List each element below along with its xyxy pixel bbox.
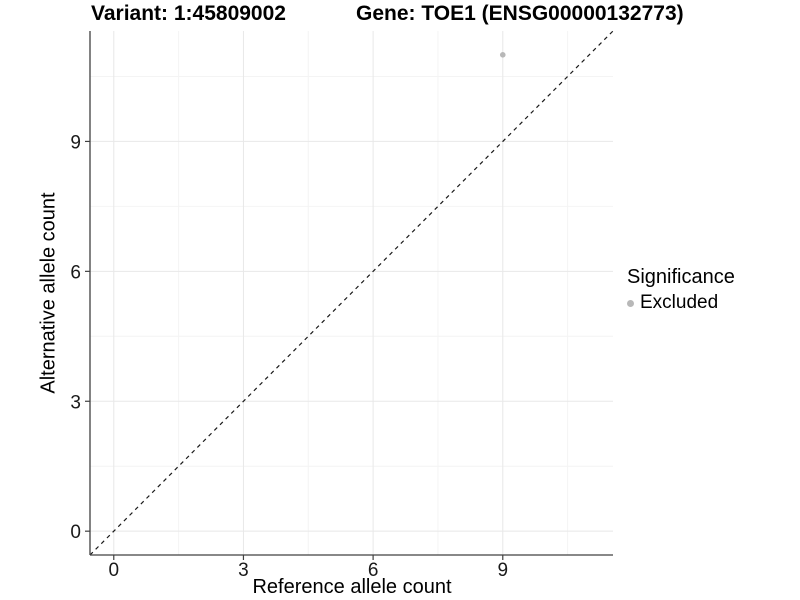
legend-entry: Excluded	[627, 292, 735, 314]
x-tick-label: 3	[238, 560, 249, 581]
legend: Significance Excluded	[627, 266, 735, 314]
identity-reference-line	[89, 30, 614, 556]
plot-title-gene: Gene: TOE1 (ENSG00000132773)	[356, 2, 684, 25]
legend-entry-label: Excluded	[640, 292, 719, 313]
x-axis-title: Reference allele count	[252, 576, 452, 598]
x-tick-label: 6	[368, 560, 379, 581]
y-tick-label: 3	[70, 392, 81, 413]
data-point	[499, 52, 506, 58]
y-tick-label: 6	[70, 262, 81, 283]
y-tick-label: 9	[70, 132, 81, 153]
y-axis-title: Alternative allele count	[37, 192, 60, 394]
y-tick-label: 0	[70, 522, 81, 543]
legend-title: Significance	[627, 266, 735, 288]
x-tick-label: 9	[497, 560, 508, 581]
plot-title-variant: Variant: 1:45809002	[91, 2, 286, 25]
x-tick-label: 0	[108, 560, 119, 581]
legend-point-icon	[627, 299, 634, 307]
